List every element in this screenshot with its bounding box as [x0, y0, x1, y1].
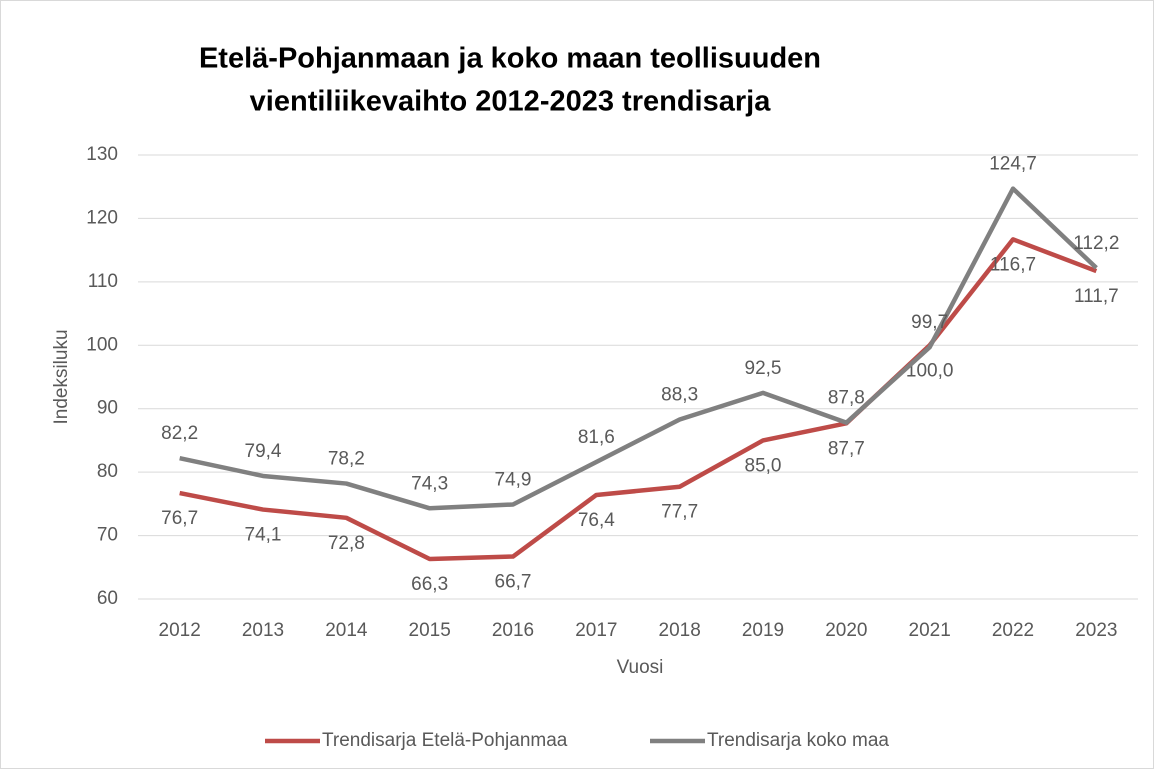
- series-line: [179, 237, 1098, 562]
- x-tick-label: 2012: [159, 620, 201, 641]
- data-label: 74,1: [245, 525, 282, 546]
- data-label: 76,7: [161, 508, 198, 529]
- x-tick-label: 2014: [325, 620, 368, 641]
- x-tick-label: 2015: [409, 620, 451, 641]
- x-axis-label: Vuosi: [617, 657, 664, 678]
- data-label: 124,7: [989, 154, 1037, 175]
- y-tick-label: 80: [97, 461, 118, 482]
- data-label: 85,0: [745, 455, 782, 476]
- x-tick-label: 2019: [742, 620, 784, 641]
- x-tick-label: 2017: [575, 620, 617, 641]
- data-label: 100,0: [906, 360, 954, 381]
- data-label: 66,7: [495, 572, 532, 593]
- y-tick-label: 120: [86, 207, 118, 228]
- y-axis-label: Indeksiluku: [51, 329, 72, 424]
- data-label: 92,5: [745, 358, 782, 379]
- data-label: 87,8: [828, 388, 865, 409]
- data-label: 88,3: [661, 385, 698, 406]
- x-tick-label: 2016: [492, 620, 534, 641]
- data-label: 74,9: [495, 470, 532, 491]
- data-label: 87,7: [828, 438, 865, 459]
- data-label: 76,4: [578, 510, 615, 531]
- x-tick-label: 2020: [825, 620, 867, 641]
- y-tick-label: 110: [88, 271, 118, 292]
- data-label: 72,8: [328, 533, 365, 554]
- data-label: 116,7: [990, 254, 1036, 275]
- data-label: 79,4: [245, 441, 282, 462]
- y-tick-label: 60: [97, 588, 118, 609]
- data-label: 78,2: [328, 449, 365, 470]
- y-tick-label: 70: [97, 525, 118, 546]
- data-label: 111,7: [1074, 286, 1119, 307]
- x-tick-label: 2018: [659, 620, 701, 641]
- data-label: 66,3: [411, 574, 448, 595]
- x-tick-label: 2013: [242, 620, 284, 641]
- data-label: 112,2: [1073, 233, 1119, 254]
- y-tick-label: 130: [86, 144, 118, 165]
- x-tick-label: 2022: [992, 620, 1034, 641]
- data-label: 74,3: [411, 473, 448, 494]
- data-label: 82,2: [161, 423, 198, 444]
- data-label: 77,7: [661, 502, 698, 523]
- y-tick-label: 100: [86, 334, 118, 355]
- chart-title: vientiliikevaihto 2012-2023 trendisarja: [250, 86, 772, 118]
- series-line: [179, 186, 1098, 511]
- chart-title: Etelä-Pohjanmaan ja koko maan teollisuud…: [199, 43, 821, 75]
- legend-label: Trendisarja Etelä-Pohjanmaa: [322, 730, 568, 751]
- x-tick-label: 2021: [909, 620, 951, 641]
- y-tick-label: 90: [97, 398, 118, 419]
- legend-label: Trendisarja koko maa: [707, 730, 889, 751]
- data-label: 99,7: [911, 312, 948, 333]
- x-tick-label: 2023: [1075, 620, 1117, 641]
- data-label: 81,6: [578, 427, 615, 448]
